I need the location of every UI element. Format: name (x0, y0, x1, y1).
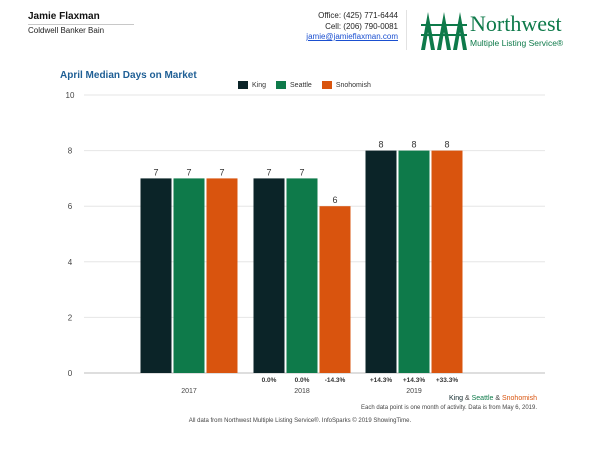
legend-swatch-snohomish (321, 81, 332, 89)
legend-item-seattle[interactable]: Seattle (276, 81, 312, 89)
brokerage-name: Coldwell Banker Bain (28, 26, 105, 35)
nwmls-logo: Northwest Multiple Listing Service® (420, 10, 590, 52)
data-label-seattle-2017: 7 (186, 167, 191, 177)
change-label-snohomish-2018: -14.3% (325, 377, 346, 384)
chart-title: April Median Days on Market (60, 70, 197, 81)
header-divider (406, 10, 407, 50)
legend-label-king: King (252, 81, 267, 89)
y-tick-label-6: 6 (68, 202, 73, 211)
data-label-snohomish-2019: 8 (444, 140, 449, 150)
chart-legend: King Seattle Snohomish (238, 81, 371, 89)
data-label-seattle-2019: 8 (411, 140, 416, 150)
legend-item-snohomish[interactable]: Snohomish (321, 81, 371, 89)
data-note: Each data point is one month of activity… (361, 405, 537, 411)
x-tick-label-2019: 2019 (406, 388, 422, 395)
data-label-snohomish-2018: 6 (332, 195, 337, 205)
legend-swatch-king (238, 81, 248, 89)
legend-text-snohomish: Snohomish (501, 395, 537, 402)
legend-label-snohomish: Snohomish (335, 81, 371, 89)
bar-snohomish-2017 (206, 178, 238, 373)
y-tick-label-2: 2 (68, 313, 73, 322)
three-trees-logo-icon (421, 12, 467, 50)
bar-king-2018 (253, 178, 285, 373)
bar-seattle-2019 (398, 150, 430, 373)
data-label-snohomish-2017: 7 (219, 167, 224, 177)
legend-item-king[interactable]: King (238, 81, 266, 89)
bar-king-2017 (140, 178, 172, 373)
legend-text-amp-2: & (493, 395, 502, 402)
legend-swatch-seattle (276, 81, 287, 89)
bar-seattle-2018 (286, 178, 318, 373)
change-label-king-2018: 0.0% (262, 377, 277, 384)
cell-phone: Cell: (206) 790-0081 (325, 21, 398, 31)
data-label-king-2018: 7 (266, 167, 271, 177)
bar-king-2019 (365, 150, 397, 373)
change-label-seattle-2018: 0.0% (295, 377, 310, 384)
agent-name: Jamie Flaxman (28, 11, 100, 22)
data-label-king-2017: 7 (153, 167, 158, 177)
bar-seattle-2017 (173, 178, 205, 373)
y-tick-label-8: 8 (68, 147, 73, 156)
office-phone: Office: (425) 771-6444 (318, 11, 398, 20)
contact-block: Office: (425) 771-6444 Cell: (206) 790-0… (306, 11, 398, 43)
x-tick-label-2017: 2017 (181, 388, 197, 395)
logo-tagline: Multiple Listing Service® (470, 38, 564, 48)
x-tick-label-2018: 2018 (294, 388, 310, 395)
y-tick-label-4: 4 (68, 258, 73, 267)
legend-label-seattle: Seattle (290, 81, 312, 89)
change-label-king-2019: +14.3% (370, 377, 392, 384)
bar-snohomish-2018 (319, 206, 351, 373)
data-credit: All data from Northwest Multiple Listing… (188, 418, 412, 424)
logo-wordmark: Northwest (470, 11, 562, 36)
legend-text-seattle: Seattle (471, 395, 494, 402)
series-legend-text: King & Seattle & Snohomish (449, 395, 537, 402)
bar-snohomish-2019 (431, 150, 463, 373)
change-label-seattle-2019: +14.3% (403, 377, 425, 384)
change-label-snohomish-2019: +33.3% (436, 377, 458, 384)
email-link[interactable]: jamie@jamieflaxman.com (306, 32, 398, 41)
data-label-seattle-2018: 7 (299, 167, 304, 177)
legend-text-king: King (449, 395, 464, 402)
y-tick-label-0: 0 (68, 369, 73, 378)
agent-name-rule (28, 24, 134, 25)
data-label-king-2019: 8 (378, 140, 383, 150)
legend-text-amp-1: & (463, 395, 472, 402)
y-tick-label-10: 10 (66, 91, 75, 100)
